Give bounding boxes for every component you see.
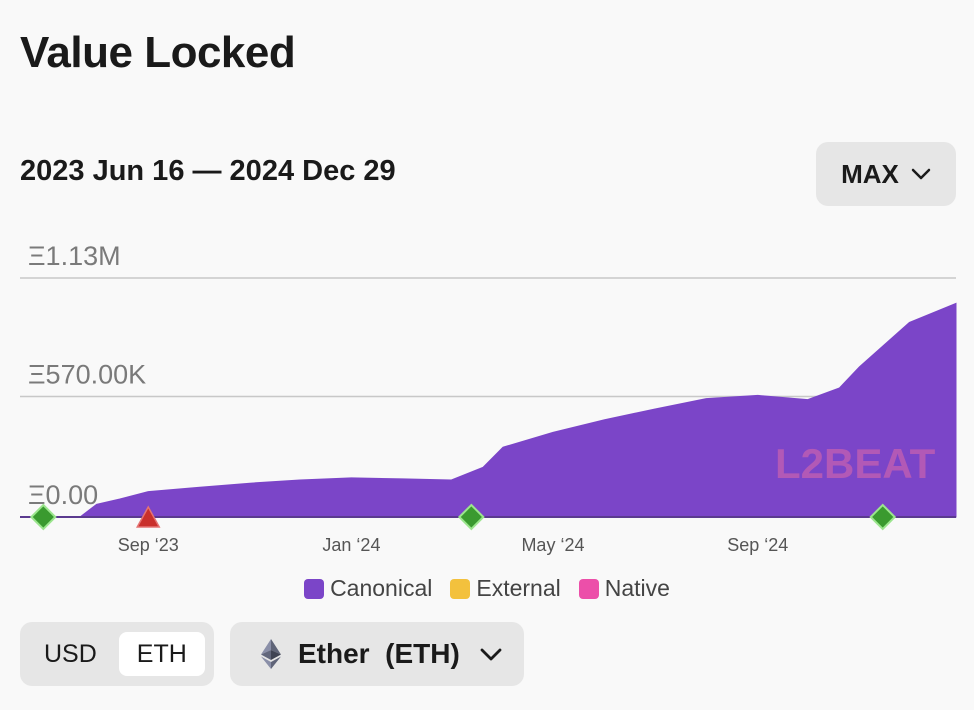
- date-range-label: 2023 Jun 16 — 2024 Dec 29: [20, 155, 396, 187]
- legend-item-canonical[interactable]: Canonical: [304, 575, 432, 602]
- x-tick-label: May ‘24: [521, 535, 584, 555]
- unit-toggle: USD ETH: [20, 622, 214, 686]
- token-select-label: Ether (ETH): [298, 638, 460, 669]
- legend-swatch-external: [450, 578, 471, 599]
- value-locked-chart: Ξ0.00 Ξ570.00K Ξ1.13M L2BEAT Sep ‘23 Jan ‘24 M…: [20, 241, 957, 555]
- y-tick-label: Ξ1.13M: [28, 241, 121, 271]
- milestone-marker: [457, 503, 485, 531]
- legend-label-canonical: Canonical: [330, 575, 433, 601]
- l2beat-watermark: L2BEAT: [775, 440, 936, 487]
- milestone-marker: [29, 503, 57, 531]
- x-tick-label: Jan ‘24: [322, 535, 380, 555]
- token-select[interactable]: Ether (ETH): [230, 622, 524, 686]
- incident-marker: [135, 505, 161, 528]
- milestone-marker: [869, 503, 897, 531]
- x-tick-label: Sep ‘23: [118, 535, 179, 555]
- legend-label-native: Native: [604, 575, 670, 601]
- chevron-down-icon: [480, 648, 502, 660]
- legend-swatch-native: [578, 578, 599, 599]
- unit-option-eth[interactable]: ETH: [118, 632, 205, 676]
- unit-option-usd[interactable]: USD: [44, 639, 97, 668]
- range-select-button[interactable]: MAX: [816, 142, 956, 206]
- range-select-label: MAX: [841, 158, 899, 189]
- legend-item-external[interactable]: External: [450, 575, 561, 602]
- legend-item-native[interactable]: Native: [578, 575, 670, 602]
- y-tick-label: Ξ0.00: [28, 480, 98, 510]
- page-title: Value Locked: [20, 28, 296, 77]
- chart-legend: Canonical External Native: [0, 575, 974, 602]
- chevron-down-icon: [911, 168, 931, 180]
- ethereum-icon: [261, 639, 281, 669]
- legend-swatch-canonical: [304, 578, 325, 599]
- y-tick-label: Ξ570.00K: [28, 359, 146, 389]
- area-series-canonical: [79, 302, 957, 518]
- legend-label-external: External: [476, 575, 561, 601]
- x-tick-label: Sep ‘24: [727, 535, 788, 555]
